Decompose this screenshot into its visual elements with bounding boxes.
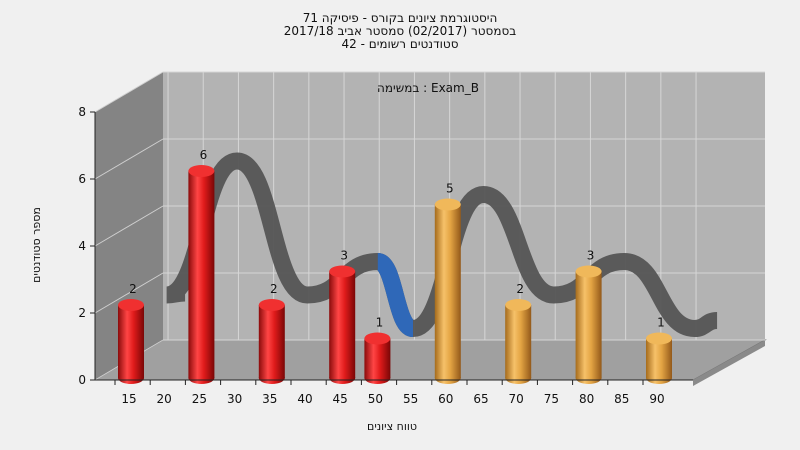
chart-title-line-1: היסטוגרמת ציונים בקורס - פיסיקה 71 — [303, 11, 498, 25]
bar-body — [646, 338, 672, 378]
x-tick-label: 70 — [509, 392, 524, 406]
x-tick-label: 25 — [192, 392, 207, 406]
bar-top — [434, 198, 461, 211]
bar-top — [575, 265, 602, 278]
bar-body — [434, 204, 461, 378]
distribution-curve — [164, 152, 718, 338]
bar-body — [575, 271, 602, 378]
bar-body — [364, 338, 391, 378]
y-axis-label: מספר סטודנטים — [30, 207, 43, 283]
bar-45: 3 — [329, 249, 356, 384]
x-tick-label: 15 — [121, 392, 136, 406]
bar-top — [188, 165, 215, 177]
bar-value-label: 1 — [376, 316, 384, 330]
bar-base — [434, 372, 461, 384]
bar-series: 2 6 2 3 1 5 2 3 1 — [118, 148, 672, 384]
bar-body — [118, 305, 144, 378]
y-tick-label: 6 — [78, 172, 86, 186]
bar-15: 2 — [118, 282, 144, 384]
bar-value-label: 2 — [516, 282, 524, 296]
bar-base — [575, 372, 602, 384]
bar-top — [258, 299, 285, 311]
x-tick-label: 35 — [262, 392, 277, 406]
bar-value-label: 5 — [446, 182, 454, 196]
bar-base — [188, 372, 215, 384]
bar-80: 3 — [575, 249, 602, 384]
bar-top — [646, 332, 672, 345]
x-tick-label: 60 — [438, 392, 453, 406]
x-tick-label: 20 — [157, 392, 172, 406]
bar-top — [118, 299, 144, 311]
bar-base — [505, 372, 532, 384]
bar-body — [188, 171, 215, 378]
chart-annotation: במשימה : Exam_B — [377, 81, 479, 95]
bar-base — [364, 372, 391, 384]
x-tick-label: 30 — [227, 392, 242, 406]
chart-title-line-2: בסמסטר (02/2017) סמסטר אביב 2017/18 — [284, 24, 516, 38]
bar-body — [329, 271, 356, 378]
x-tick-label: 85 — [614, 392, 629, 406]
grid-line-side — [94, 205, 164, 247]
bar-base — [118, 372, 144, 384]
bar-value-label: 6 — [200, 148, 208, 162]
bar-value-label: 2 — [129, 282, 137, 296]
bar-value-label: 3 — [587, 249, 595, 263]
bar-base — [329, 372, 356, 384]
y-tick-label: 8 — [78, 105, 86, 119]
y-tick-label: 2 — [78, 306, 86, 320]
bar-top — [505, 299, 532, 311]
x-tick-label: 90 — [649, 392, 664, 406]
bar-50: 1 — [364, 316, 391, 384]
x-tick-label: 65 — [473, 392, 488, 406]
bar-top — [364, 332, 391, 345]
bar-70: 2 — [505, 282, 532, 384]
y-tick-label: 4 — [78, 239, 86, 253]
y-tick-label: 0 — [78, 373, 86, 387]
bar-60: 5 — [434, 182, 461, 384]
x-tick-label: 55 — [403, 392, 418, 406]
bar-value-label: 3 — [340, 249, 348, 263]
grid-line-side — [94, 71, 164, 113]
x-axis-label: טווח ציונים — [367, 420, 417, 433]
x-tick-label: 75 — [544, 392, 559, 406]
bar-body — [505, 305, 532, 378]
bar-value-label: 1 — [657, 316, 665, 330]
bar-base — [258, 372, 285, 384]
bar-base — [646, 372, 672, 384]
grid-line-side — [94, 272, 164, 314]
bar-25: 6 — [188, 148, 215, 384]
floor-edge — [693, 340, 765, 386]
x-tick-label: 80 — [579, 392, 594, 406]
bar-value-label: 2 — [270, 282, 278, 296]
grid-line-side — [94, 138, 164, 180]
bar-35: 2 — [258, 282, 285, 384]
chart-title-line-3: סטודנטים רשומים - 42 — [341, 37, 458, 51]
x-tick-label: 45 — [333, 392, 348, 406]
x-tick-label: 50 — [368, 392, 383, 406]
bar-body — [258, 305, 285, 378]
bar-top — [329, 265, 356, 278]
x-tick-label: 40 — [297, 392, 312, 406]
bar-90: 1 — [646, 316, 672, 384]
curve-highlight-segment — [374, 253, 416, 337]
